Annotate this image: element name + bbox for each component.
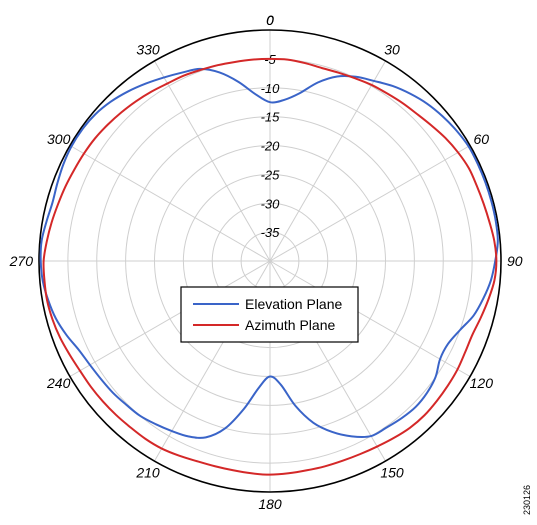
angle-label-330: 330	[136, 42, 160, 58]
legend-entry-elevation-plane: Elevation Plane	[245, 296, 343, 312]
angle-label-120: 120	[470, 375, 494, 391]
legend: Elevation Plane Azimuth Plane	[180, 286, 359, 343]
grid-spoke	[69, 145, 271, 262]
angle-label-210: 210	[135, 464, 160, 480]
polar-grid	[38, 29, 502, 493]
grid-spoke	[269, 60, 386, 262]
radial-tick-label: -25	[261, 167, 281, 182]
grid-spoke	[269, 145, 471, 262]
angle-label-300: 300	[47, 131, 71, 147]
series-line-azimuth-plane	[42, 57, 498, 476]
angle-label-30: 30	[384, 42, 400, 58]
angle-label-60: 60	[474, 131, 490, 147]
reference-code: 230126	[522, 485, 532, 515]
grid-spoke	[69, 260, 271, 377]
grid-spoke	[269, 260, 471, 377]
angle-label-150: 150	[380, 464, 404, 480]
outer-ring	[38, 29, 502, 493]
radial-tick-label: -20	[261, 139, 281, 154]
series-layer	[39, 57, 499, 476]
radial-tick-label: -30	[261, 196, 281, 211]
legend-box	[180, 286, 359, 343]
angle-label-0: 0	[266, 12, 274, 28]
radial-tick-label: -10	[261, 81, 281, 96]
angle-label-180: 180	[258, 496, 282, 512]
radial-tick-label: -15	[261, 110, 281, 125]
radial-tick-label: 0	[266, 13, 274, 28]
series-line-elevation-plane	[39, 67, 499, 439]
radial-tick-label: -35	[261, 225, 281, 240]
angle-labels: 0 30 60 90 120 150 180 210 240 270 300 330	[9, 12, 523, 512]
angle-label-90: 90	[507, 253, 523, 269]
angle-label-240: 240	[46, 375, 71, 391]
legend-entry-azimuth-plane: Azimuth Plane	[245, 317, 335, 333]
grid-spoke	[154, 60, 271, 262]
angle-label-270: 270	[9, 253, 34, 269]
